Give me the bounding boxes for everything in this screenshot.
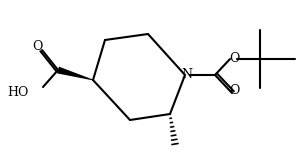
- Text: HO: HO: [7, 85, 29, 98]
- Text: N: N: [182, 67, 193, 81]
- Polygon shape: [57, 67, 93, 80]
- Text: O: O: [229, 85, 239, 97]
- Text: O: O: [229, 52, 239, 66]
- Text: O: O: [32, 40, 42, 54]
